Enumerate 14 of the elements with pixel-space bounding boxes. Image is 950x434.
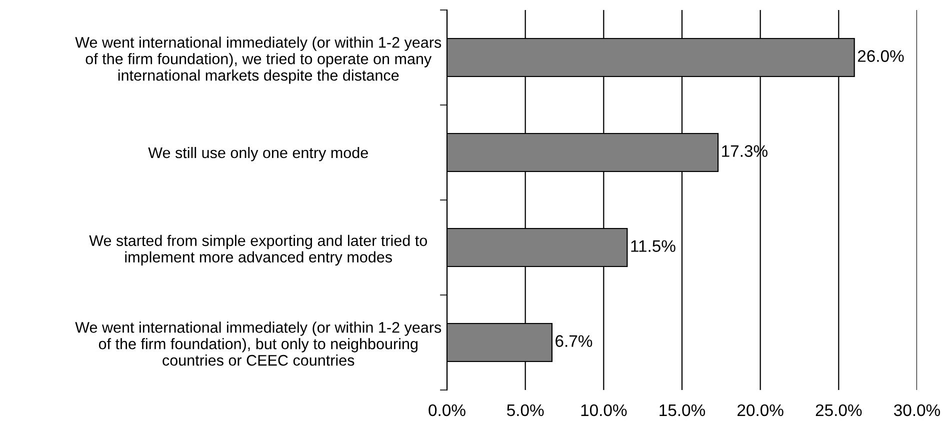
data-label: 26.0% bbox=[858, 50, 904, 62]
x-tick-label: 0.0% bbox=[428, 404, 466, 416]
y-tick-label: We started from simple exporting and later tried to implement more advanced entry modes bbox=[89, 234, 427, 266]
x-tick-label: 15.0% bbox=[660, 404, 706, 416]
x-tick-label: 25.0% bbox=[816, 404, 862, 416]
x-tick-label: 30.0% bbox=[894, 404, 940, 416]
y-tick-label: We went international immediately (or within 1-2 years of the firm foundation), but only to neighbouring countries or CEEC countries bbox=[75, 322, 442, 366]
x-tick-label: 5.0% bbox=[507, 404, 544, 416]
y-tick-label: We still use only one entry mode bbox=[148, 146, 368, 162]
y-tick-label: We went international immediately (or within 1-2 years of the firm foundation), we tried to operate on many international markets despite the distance bbox=[75, 36, 442, 84]
data-label: 6.7% bbox=[556, 335, 592, 347]
x-tick-label: 20.0% bbox=[738, 404, 784, 416]
x-tick-label: 10.0% bbox=[581, 404, 627, 416]
data-label: 11.5% bbox=[631, 240, 676, 252]
